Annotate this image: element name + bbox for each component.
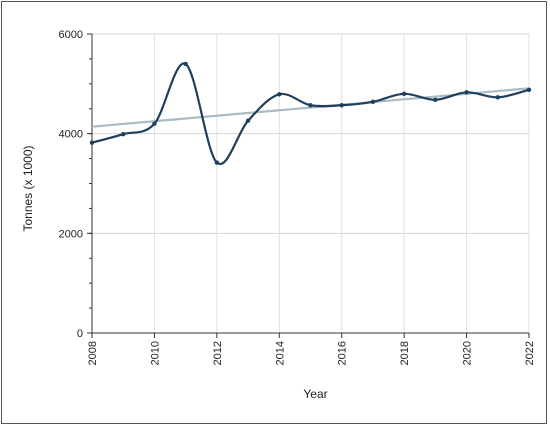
data-point xyxy=(245,118,251,123)
data-point xyxy=(370,99,376,104)
data-point xyxy=(339,103,344,108)
gridlines xyxy=(91,33,530,333)
y-axis-title: Tonnes (x 1000) xyxy=(21,145,35,231)
data-point xyxy=(464,90,469,95)
x-tick-label: 2018 xyxy=(399,341,411,365)
x-tick-label: 2016 xyxy=(337,341,349,365)
series-layer xyxy=(89,61,532,166)
data-point xyxy=(277,92,282,97)
data-point xyxy=(495,95,500,100)
data-point xyxy=(401,91,407,97)
data-point xyxy=(152,121,157,126)
series-line xyxy=(91,62,530,166)
y-tick-label: 4000 xyxy=(59,129,83,141)
data-point xyxy=(308,103,313,108)
x-tick-label: 2008 xyxy=(87,341,99,365)
y-tick-label: 6000 xyxy=(59,29,83,41)
y-tick-label: 2000 xyxy=(59,228,83,240)
data-point xyxy=(433,97,438,102)
x-tick-label: 2022 xyxy=(524,341,536,365)
data-point xyxy=(214,160,220,165)
x-tick-label: 2020 xyxy=(462,341,474,365)
x-axis-title: Year xyxy=(303,387,327,401)
data-point xyxy=(183,61,188,67)
x-axis-ticks: 2008 2010 2012 2014 2016 2018 2020 2022 xyxy=(87,333,536,365)
data-point xyxy=(526,87,532,93)
axes xyxy=(91,34,529,334)
x-tick-label: 2010 xyxy=(149,341,161,365)
data-point xyxy=(89,140,95,145)
y-tick-label: 0 xyxy=(77,328,83,340)
x-tick-label: 2014 xyxy=(274,341,286,365)
y-axis-ticks: 0 2000 4000 6000 xyxy=(59,29,92,340)
data-point xyxy=(121,131,126,137)
x-tick-label: 2012 xyxy=(212,341,224,365)
